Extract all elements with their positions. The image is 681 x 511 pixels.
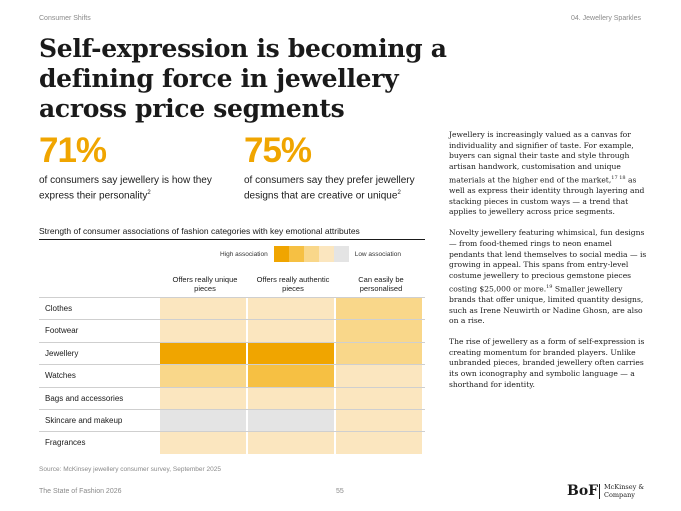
heatmap-row: Fragrances xyxy=(39,431,425,454)
legend-swatch-5 xyxy=(273,246,289,262)
bof-logo: BoF xyxy=(567,483,599,499)
heatmap-cell xyxy=(160,298,246,320)
heatmap-grid: Clothes Footwear Jewellery Watches Bags and … xyxy=(39,297,425,454)
logo-divider xyxy=(599,484,600,499)
heatmap-cell xyxy=(336,342,422,365)
body-paragraph-3: The rise of jewellery as a form of self-… xyxy=(449,337,645,389)
stat-value-1: 71% xyxy=(39,131,107,170)
body-p2-text-a: Novelty jewellery featuring whimsical, f… xyxy=(449,228,647,294)
heatmap-row-label: Watches xyxy=(45,371,76,381)
heatmap-cell xyxy=(160,387,246,409)
legend-swatch-1 xyxy=(333,246,349,262)
heatmap-row-label: Footwear xyxy=(45,326,79,336)
legend-swatch-2 xyxy=(318,246,334,262)
heatmap-cell xyxy=(248,320,334,342)
heatmap-row-label: Fragrances xyxy=(45,438,86,448)
stat-text-2-body: of consumers say they prefer jewellery d… xyxy=(244,175,415,202)
page-number: 55 xyxy=(336,488,344,495)
column-header-authentic: Offers really authentic pieces xyxy=(256,275,330,293)
heatmap-cell xyxy=(248,409,334,432)
heatmap-row: Footwear xyxy=(39,319,425,342)
heatmap-cell xyxy=(160,365,246,387)
heatmap-row-label: Jewellery xyxy=(45,348,79,358)
legend-swatch-4 xyxy=(288,246,304,262)
legend-swatch-3 xyxy=(303,246,319,262)
heatmap-row-label: Clothes xyxy=(45,304,73,313)
heatmap-cell xyxy=(248,298,334,320)
heatmap-row: Bags and accessories xyxy=(39,386,425,409)
chapter-label: 04. Jewellery Sparkles xyxy=(570,15,641,22)
heatmap-cell xyxy=(160,432,246,454)
heatmap-cell xyxy=(336,320,422,342)
heatmap-cell xyxy=(336,409,422,432)
heatmap-cell xyxy=(248,365,334,387)
stat-text-1-body: of consumers say jewellery is how they e… xyxy=(39,175,212,202)
heatmap-row-label: Bags and accessories xyxy=(45,393,124,403)
body-p2-text-b: Smaller jewellery brands that offer uniq… xyxy=(449,284,644,326)
heatmap-cell xyxy=(336,298,422,320)
column-header-personalised: Can easily be personalised xyxy=(358,275,404,293)
stat-text-2: of consumers say they prefer jewellery d… xyxy=(244,175,429,202)
stat-value-2: 75% xyxy=(244,131,312,170)
heatmap-row: Skincare and makeup xyxy=(39,408,425,432)
legend-high-label: High association xyxy=(220,250,268,258)
heatmap-row: Watches xyxy=(39,364,425,387)
legend-low-label: Low association xyxy=(354,250,401,258)
heatmap-cell xyxy=(160,320,246,342)
page-title: Self-expression is becoming a defining f… xyxy=(39,34,447,123)
heatmap-cell xyxy=(160,409,246,432)
publication-name: The State of Fashion 2026 xyxy=(39,488,122,495)
stat-ref-2: 2 xyxy=(397,190,401,196)
body-text-column: Jewellery is increasingly valued as a ca… xyxy=(449,130,649,401)
body-paragraph-2: Novelty jewellery featuring whimsical, f… xyxy=(449,228,649,327)
heatmap-cell xyxy=(336,387,422,409)
body-paragraph-1: Jewellery is increasingly valued as a ca… xyxy=(449,130,649,218)
body-p1-text-a: Jewellery is increasingly valued as a ca… xyxy=(449,130,634,185)
mckinsey-logo: McKinsey & Company xyxy=(604,483,645,499)
chart-divider xyxy=(39,239,425,240)
stat-text-1: of consumers say jewellery is how they e… xyxy=(39,175,229,202)
heatmap-row: Jewellery xyxy=(39,341,425,365)
body-p1-text-b: as well as express their identity throug… xyxy=(449,175,645,217)
chart-legend: High association Low association xyxy=(220,246,401,262)
heatmap-cell xyxy=(248,342,334,365)
heatmap-row: Clothes xyxy=(39,297,425,320)
chart-source: Source: McKinsey jewellery consumer surv… xyxy=(39,466,221,473)
chart-title: Strength of consumer associations of fas… xyxy=(39,226,360,236)
heatmap-cell xyxy=(248,432,334,454)
body-p1-ref: 17 18 xyxy=(611,174,626,181)
column-header-unique: Offers really unique pieces xyxy=(172,275,238,293)
heatmap-cell xyxy=(248,387,334,409)
heatmap-row-label: Skincare and makeup xyxy=(45,415,123,425)
heatmap-cell xyxy=(160,342,246,365)
heatmap-cell xyxy=(336,365,422,387)
section-label: Consumer Shifts xyxy=(39,15,91,22)
body-p2-ref: 19 xyxy=(546,283,553,290)
stat-ref-1: 2 xyxy=(147,190,151,196)
heatmap-cell xyxy=(336,432,422,454)
